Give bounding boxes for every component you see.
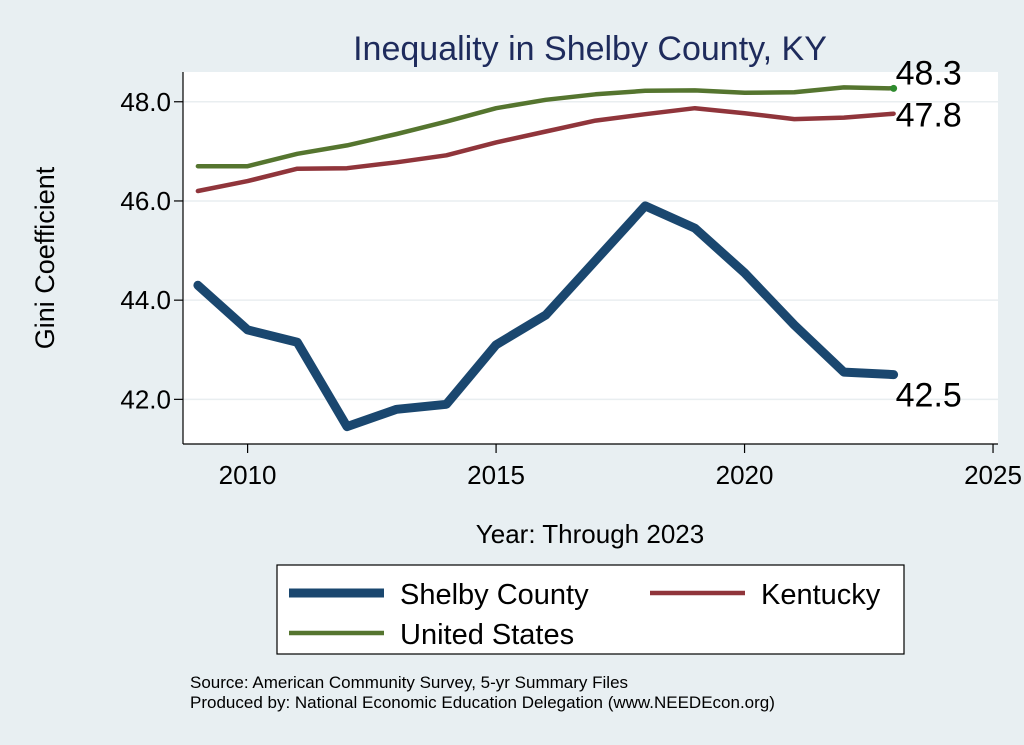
legend: Shelby County Kentucky United States	[276, 564, 905, 655]
x-tick-label: 2010	[219, 460, 277, 490]
y-axis-ticks: 42.0 44.0 46.0 48.0	[120, 87, 183, 414]
legend-label: Kentucky	[761, 579, 881, 611]
legend-box	[276, 564, 905, 655]
plot-area	[183, 72, 998, 444]
end-label: 48.3	[896, 54, 962, 92]
series-line-kentucky	[195, 105, 896, 194]
legend-label: Shelby County	[400, 579, 589, 611]
series-line-shelby-county	[193, 201, 899, 432]
y-tick-label: 42.0	[120, 384, 171, 414]
x-axis-label: Year: Through 2023	[476, 519, 704, 549]
x-tick-label: 2025	[964, 460, 1022, 490]
y-tick-label: 46.0	[120, 186, 171, 216]
series-lines	[193, 84, 899, 432]
y-axis-label: Gini Coefficient	[30, 166, 60, 349]
producer-note: Produced by: National Economic Education…	[190, 693, 775, 712]
x-axis-ticks: 2010 2015 2020 2025	[219, 444, 1022, 490]
end-label: 47.8	[896, 97, 962, 135]
legend-label: United States	[400, 619, 574, 651]
source-note: Source: American Community Survey, 5-yr …	[190, 673, 628, 692]
series-end-marker	[890, 84, 898, 92]
x-tick-label: 2020	[716, 460, 774, 490]
y-tick-label: 48.0	[120, 87, 171, 117]
end-label: 42.5	[896, 377, 962, 415]
grid-lines	[183, 101, 998, 401]
y-tick-label: 44.0	[120, 285, 171, 315]
end-labels: 42.5 47.8 48.3	[896, 54, 962, 414]
chart-title: Inequality in Shelby County, KY	[353, 30, 827, 68]
series-line-united-states	[195, 85, 896, 169]
x-tick-label: 2015	[467, 460, 525, 490]
